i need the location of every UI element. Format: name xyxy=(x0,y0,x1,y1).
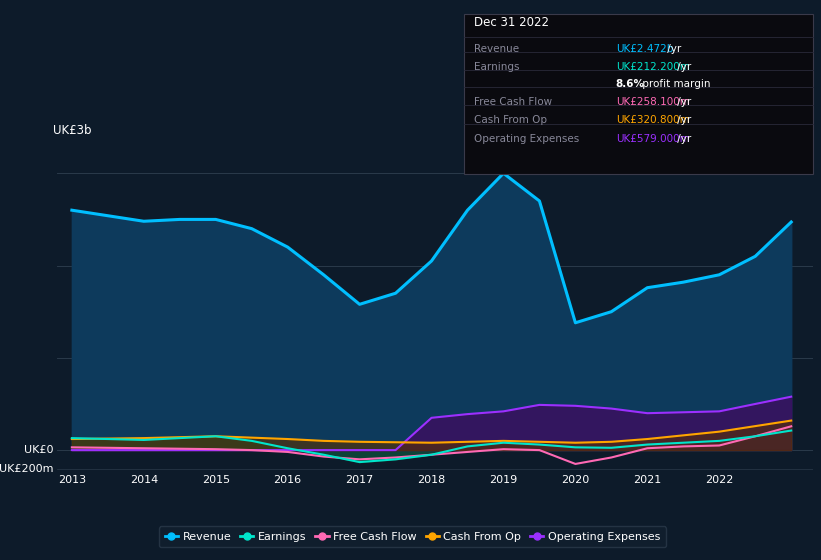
Text: UK£212.200m: UK£212.200m xyxy=(616,62,690,72)
Text: profit margin: profit margin xyxy=(639,78,710,88)
Text: /yr: /yr xyxy=(664,44,681,54)
Text: Operating Expenses: Operating Expenses xyxy=(474,134,579,144)
Text: /yr: /yr xyxy=(674,115,691,125)
Text: Cash From Op: Cash From Op xyxy=(474,115,547,125)
Text: 8.6%: 8.6% xyxy=(616,78,644,88)
Text: UK£0: UK£0 xyxy=(24,445,53,455)
Text: Earnings: Earnings xyxy=(474,62,519,72)
Legend: Revenue, Earnings, Free Cash Flow, Cash From Op, Operating Expenses: Revenue, Earnings, Free Cash Flow, Cash … xyxy=(159,526,666,548)
Text: /yr: /yr xyxy=(674,62,691,72)
Text: Revenue: Revenue xyxy=(474,44,519,54)
Text: UK£3b: UK£3b xyxy=(53,124,92,137)
Text: UK£579.000m: UK£579.000m xyxy=(616,134,690,144)
Text: /yr: /yr xyxy=(674,97,691,107)
Text: -UK£200m: -UK£200m xyxy=(0,464,53,474)
Text: UK£2.472b: UK£2.472b xyxy=(616,44,673,54)
Text: Dec 31 2022: Dec 31 2022 xyxy=(474,16,548,29)
Text: UK£320.800m: UK£320.800m xyxy=(616,115,690,125)
Text: UK£258.100m: UK£258.100m xyxy=(616,97,690,107)
Text: /yr: /yr xyxy=(674,134,691,144)
Text: Free Cash Flow: Free Cash Flow xyxy=(474,97,552,107)
